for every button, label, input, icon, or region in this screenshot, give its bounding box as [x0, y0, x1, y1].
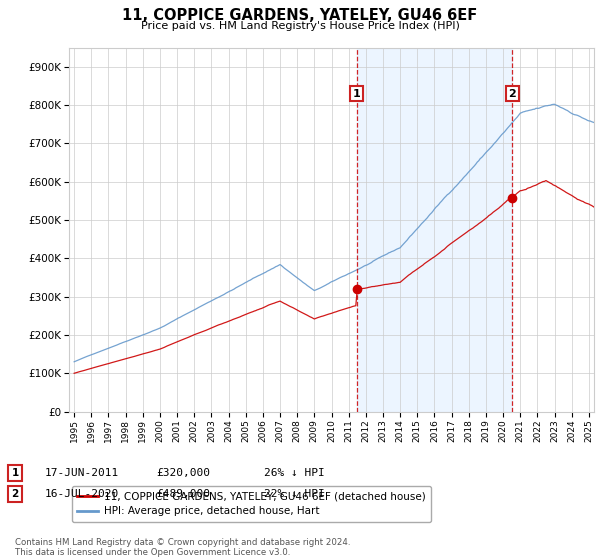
Text: 2: 2	[508, 88, 516, 99]
Text: Contains HM Land Registry data © Crown copyright and database right 2024.
This d: Contains HM Land Registry data © Crown c…	[15, 538, 350, 557]
Text: 22% ↓ HPI: 22% ↓ HPI	[264, 489, 325, 499]
Legend: 11, COPPICE GARDENS, YATELEY, GU46 6EF (detached house), HPI: Average price, det: 11, COPPICE GARDENS, YATELEY, GU46 6EF (…	[71, 486, 431, 521]
Text: 16-JUL-2020: 16-JUL-2020	[45, 489, 119, 499]
Text: 1: 1	[11, 468, 19, 478]
Text: 11, COPPICE GARDENS, YATELEY, GU46 6EF: 11, COPPICE GARDENS, YATELEY, GU46 6EF	[122, 8, 478, 24]
Text: £320,000: £320,000	[156, 468, 210, 478]
Text: £489,000: £489,000	[156, 489, 210, 499]
Text: 26% ↓ HPI: 26% ↓ HPI	[264, 468, 325, 478]
Bar	[356, 48, 512, 412]
Text: 17-JUN-2011: 17-JUN-2011	[45, 468, 119, 478]
Text: 1: 1	[353, 88, 361, 99]
Text: Price paid vs. HM Land Registry's House Price Index (HPI): Price paid vs. HM Land Registry's House …	[140, 21, 460, 31]
Text: 2: 2	[11, 489, 19, 499]
